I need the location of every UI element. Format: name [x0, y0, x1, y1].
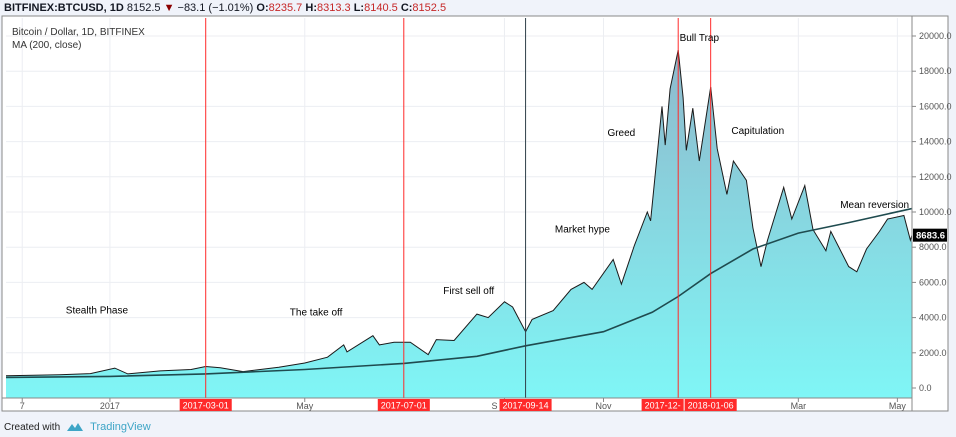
symbol-name: BITFINEX:BTCUSD, 1D	[4, 2, 124, 14]
legend-ma[interactable]: MA (200, close)	[12, 40, 81, 51]
x-tick-label: 7	[20, 401, 25, 411]
y-tick-label: 12000.0	[919, 172, 952, 182]
marker-label-bg	[499, 399, 552, 411]
low-label: L:	[353, 2, 365, 14]
marker-date-label: 2017-03-01	[183, 401, 229, 411]
last-price-label: 8683.6	[913, 228, 947, 242]
price-axis[interactable]: 0.0 2000.0 4000.0 6000.0 8000.0 10000.0 12000.…	[912, 31, 952, 393]
marker-label-bg	[179, 399, 232, 411]
y-tick-label: 6000.0	[919, 277, 947, 287]
y-tick-label: 2000.0	[919, 348, 947, 358]
open-value: 8235.7	[268, 2, 303, 14]
annotation-label[interactable]: Market hype	[555, 225, 610, 236]
annotation-label[interactable]: Bull Trap	[680, 33, 720, 44]
symbol-header: BITFINEX:BTCUSD, 1D 8152.5 ▼ −83.1 (−1.0…	[4, 2, 446, 14]
y-tick-label: 14000.0	[919, 137, 952, 147]
annotation-label[interactable]: The take off	[290, 307, 343, 318]
marker-label-bg	[377, 399, 430, 411]
x-tick-label: May	[296, 401, 314, 411]
created-with-text: Created with	[4, 421, 61, 433]
last-price: 8152.5	[126, 2, 161, 14]
high-label: H:	[305, 2, 317, 14]
x-tick-label: Mar	[791, 401, 807, 411]
tradingview-logo-icon	[67, 423, 84, 431]
close-label: C:	[400, 2, 413, 14]
marker-date-label: 2017-07-01	[381, 401, 427, 411]
y-tick-label: 8000.0	[919, 242, 947, 252]
x-tick-label: May	[889, 401, 907, 411]
y-tick-label: 16000.0	[919, 101, 952, 111]
open-label: O:	[256, 2, 269, 14]
y-tick-label: 20000.0	[919, 31, 952, 41]
footer: Created with TradingView	[4, 421, 151, 433]
down-arrow-icon: ▼	[163, 2, 175, 14]
annotation-label[interactable]: Stealth Phase	[66, 306, 129, 317]
y-tick-label: 18000.0	[919, 66, 952, 76]
last-price-value: 8683.6	[916, 231, 945, 242]
low-value: 8140.5	[364, 2, 398, 14]
time-axis[interactable]: 7 2017 May S Nov Mar May	[20, 398, 907, 411]
x-tick-label: Nov	[595, 401, 612, 411]
tradingview-link[interactable]: TradingView	[90, 421, 151, 433]
close-value: 8152.5	[412, 2, 447, 14]
marker-label-bg	[684, 399, 737, 411]
annotation-label[interactable]: Mean reversion	[840, 200, 909, 211]
marker-date-label: 2018-01-06	[688, 401, 734, 411]
price-area	[6, 50, 912, 398]
x-tick-label: 2017	[100, 401, 120, 411]
annotation-label[interactable]: Capitulation	[731, 126, 784, 137]
annotation-label[interactable]: First sell off	[443, 286, 494, 297]
high-value: 8313.3	[316, 2, 351, 14]
price-line	[6, 49, 912, 377]
annotation-label[interactable]: Greed	[607, 128, 635, 139]
ma-200-line	[6, 207, 912, 379]
marker-label-bg	[641, 399, 684, 411]
y-tick-label: 0.0	[919, 383, 932, 393]
y-tick-label: 10000.0	[919, 207, 952, 217]
marker-date-label: 2017-12-	[645, 401, 681, 411]
x-tick-label: S	[492, 401, 498, 411]
legend-title: Bitcoin / Dollar, 1D, BITFINEX	[12, 27, 145, 38]
marker-date-label: 2017-09-14	[503, 401, 549, 411]
price-change: −83.1 (−1.01%)	[177, 2, 254, 14]
y-tick-label: 4000.0	[919, 313, 947, 323]
